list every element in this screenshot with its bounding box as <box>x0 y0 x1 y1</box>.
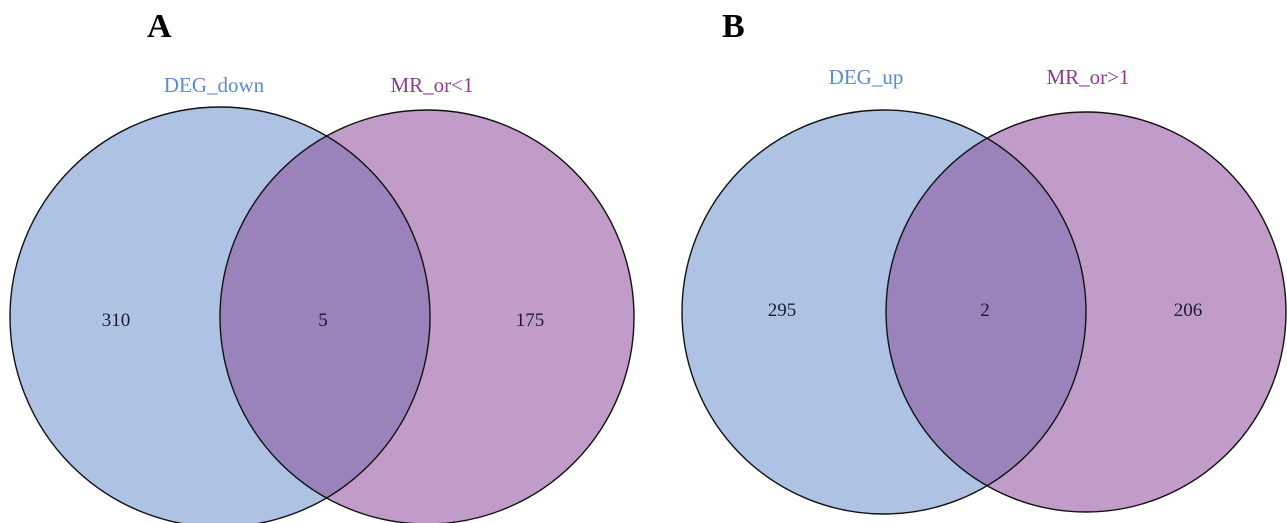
panel-letter-a: A <box>147 8 172 45</box>
outline-mr-or-greater-1 <box>885 111 1287 513</box>
count-deg-up-only: 295 <box>768 300 797 321</box>
set-label-deg-up: DEG_up <box>829 65 904 89</box>
outline-deg-up <box>681 109 1087 515</box>
set-label-mr-or-greater-1: MR_or>1 <box>1046 65 1129 89</box>
count-mr-or-greater-1-only: 206 <box>1174 300 1203 321</box>
venn-panel-b: B DEG_up MR_or>1 295 2 206 <box>681 8 1287 515</box>
count-overlap-a: 5 <box>318 310 328 331</box>
panel-letter-b: B <box>722 8 745 45</box>
set-label-mr-or-less-1: MR_or<1 <box>390 73 473 97</box>
outline-mr-or-less-1 <box>219 109 635 523</box>
count-overlap-b: 2 <box>980 300 990 321</box>
set-label-deg-down: DEG_down <box>164 73 265 97</box>
overlap-region-a <box>220 110 430 523</box>
count-mr-or-less-1-only: 175 <box>516 310 545 331</box>
outline-deg-down <box>9 106 431 523</box>
overlap-region-b <box>886 112 1086 512</box>
venn-panel-a: A DEG_down MR_or<1 310 5 175 <box>9 8 635 523</box>
count-deg-down-only: 310 <box>102 310 131 331</box>
